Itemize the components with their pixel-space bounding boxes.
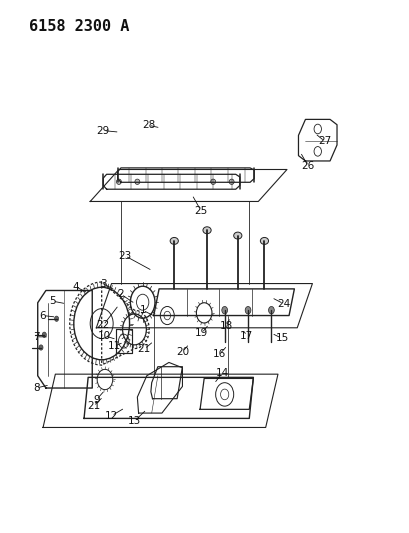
Text: 18: 18	[219, 321, 232, 331]
Text: 29: 29	[97, 126, 110, 135]
Circle shape	[39, 345, 43, 350]
Text: 26: 26	[301, 161, 314, 171]
Circle shape	[42, 332, 46, 337]
Ellipse shape	[170, 238, 178, 244]
Ellipse shape	[116, 179, 121, 184]
Text: 4: 4	[72, 282, 79, 292]
Text: 20: 20	[175, 347, 189, 357]
Circle shape	[245, 306, 250, 314]
Text: 3: 3	[100, 279, 106, 288]
Text: 6158 2300 A: 6158 2300 A	[29, 19, 129, 34]
Circle shape	[54, 316, 58, 321]
Ellipse shape	[135, 179, 139, 184]
Text: 16: 16	[212, 350, 225, 359]
Text: 10: 10	[98, 331, 111, 341]
Text: 23: 23	[118, 251, 131, 261]
Ellipse shape	[260, 238, 268, 244]
Text: 12: 12	[105, 411, 118, 421]
Text: 21: 21	[137, 344, 151, 354]
Text: 13: 13	[128, 416, 141, 426]
Text: 15: 15	[275, 334, 288, 343]
Text: 1: 1	[139, 305, 146, 315]
Ellipse shape	[210, 179, 215, 184]
Text: 11: 11	[107, 342, 120, 351]
Text: 2: 2	[117, 289, 124, 299]
Text: 6: 6	[40, 311, 46, 320]
Text: 14: 14	[215, 368, 228, 378]
Text: 8: 8	[33, 383, 39, 393]
Text: 7: 7	[33, 332, 39, 342]
Text: 21: 21	[87, 401, 100, 411]
Ellipse shape	[233, 232, 241, 239]
Circle shape	[268, 306, 274, 314]
Text: 5: 5	[49, 296, 56, 306]
Text: 25: 25	[194, 206, 207, 215]
Ellipse shape	[202, 227, 211, 233]
Text: 28: 28	[142, 120, 155, 130]
Ellipse shape	[229, 179, 234, 184]
Text: 19: 19	[195, 328, 208, 338]
Text: 22: 22	[97, 320, 110, 330]
Text: 24: 24	[276, 299, 290, 309]
Text: 27: 27	[317, 136, 330, 146]
Text: 17: 17	[240, 331, 253, 341]
Circle shape	[221, 306, 227, 314]
Text: 9: 9	[93, 395, 99, 405]
